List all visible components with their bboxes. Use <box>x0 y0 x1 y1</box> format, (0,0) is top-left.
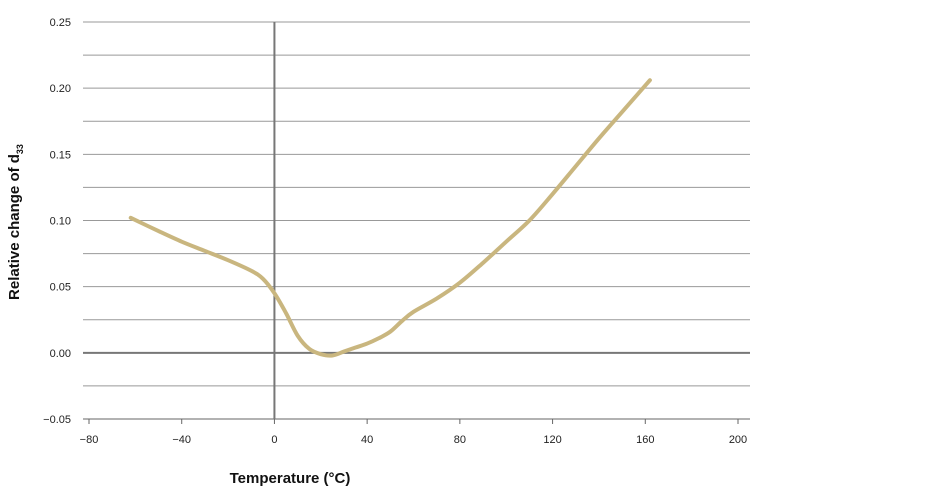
y-tick-labels: 0.25 0.20 0.15 0.10 0.05 0.00 −0.05 <box>43 17 71 426</box>
x-tick-label: −40 <box>172 434 191 446</box>
x-tick-label: 80 <box>454 434 466 446</box>
x-tick-label: 120 <box>543 434 561 446</box>
y-tick-label: 0.00 <box>50 348 71 360</box>
x-tick-label: 40 <box>361 434 373 446</box>
series-line <box>128 78 652 358</box>
x-axis-title: Temperature (°C) <box>230 470 351 487</box>
y-tick-label: 0.10 <box>50 216 71 228</box>
y-axis-title-main: Relative change of d <box>6 154 23 300</box>
y-axis-title-subscript: 33 <box>15 144 25 154</box>
y-axis-title: Relative change of d33 <box>6 144 25 300</box>
x-tick-label: 160 <box>636 434 654 446</box>
y-tick-label: −0.05 <box>43 414 71 426</box>
x-tick-label: 0 <box>271 434 277 446</box>
x-tick-label: −80 <box>80 434 99 446</box>
y-tick-label: 0.25 <box>50 17 71 29</box>
y-tick-label: 0.15 <box>50 149 71 161</box>
x-tick-labels: −80 −40 0 40 80 120 160 200 <box>80 419 747 446</box>
y-tick-label: 0.20 <box>50 83 71 95</box>
y-tick-label: 0.05 <box>50 282 71 294</box>
x-tick-label: 200 <box>729 434 747 446</box>
gridlines <box>83 21 750 420</box>
